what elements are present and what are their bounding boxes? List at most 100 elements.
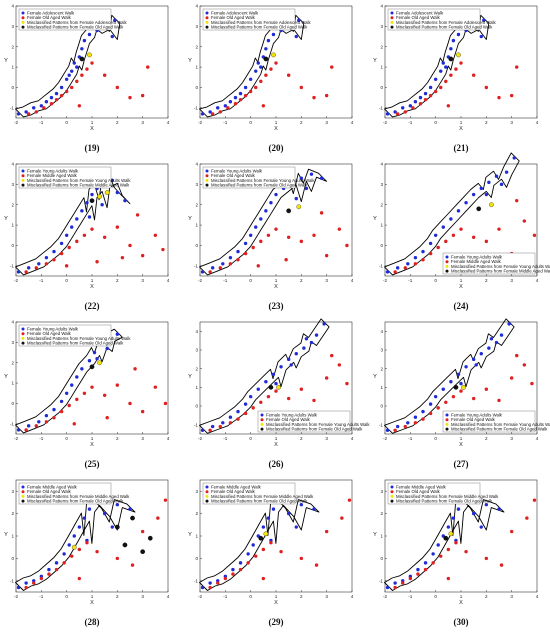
legend-marker xyxy=(205,178,209,182)
legend-marker xyxy=(260,418,264,422)
data-point xyxy=(251,406,255,410)
legend-marker xyxy=(21,178,25,182)
data-point xyxy=(471,396,476,401)
chart-panel: -2 -1 0 1 2 3 4 -1 0 1 2 3 4 X Y Female Young Adults Wa… xyxy=(188,318,370,469)
x-tick-label: 3 xyxy=(325,436,328,441)
panel-caption: (22) xyxy=(85,301,100,311)
x-tick-label: -1 xyxy=(223,278,228,283)
data-point xyxy=(294,196,298,201)
data-point xyxy=(264,47,268,51)
x-tick-label: -1 xyxy=(408,120,413,125)
data-point xyxy=(140,529,145,534)
data-point xyxy=(428,85,433,90)
decision-boundary xyxy=(15,14,121,118)
data-point xyxy=(515,65,519,69)
y-tick-label: 1 xyxy=(380,534,383,539)
x-tick-label: 0 xyxy=(249,120,252,125)
data-point xyxy=(59,241,64,246)
legend-marker xyxy=(21,327,25,331)
legend-label: Misclassified Patterns from Female Old A… xyxy=(451,427,548,432)
data-point xyxy=(271,52,276,58)
legend-label: Female Old Aged Walk xyxy=(266,417,311,422)
y-tick-label: 1 xyxy=(11,65,14,70)
data-point xyxy=(266,233,271,237)
data-point xyxy=(26,266,31,270)
x-tick-label: 3 xyxy=(325,278,328,283)
y-tick-label: 0 xyxy=(11,556,14,561)
x-tick-label: 0 xyxy=(249,436,252,441)
data-point xyxy=(297,18,301,22)
data-point xyxy=(269,67,273,71)
x-tick-label: 4 xyxy=(536,594,539,599)
data-point xyxy=(24,270,28,274)
data-point xyxy=(411,106,415,110)
x-tick-label: 2 xyxy=(485,594,488,599)
data-point xyxy=(261,576,266,581)
data-point xyxy=(421,409,425,414)
data-point xyxy=(393,428,397,432)
legend-marker xyxy=(445,413,449,417)
data-point xyxy=(484,502,489,507)
data-point xyxy=(256,264,260,268)
legend-marker xyxy=(21,11,25,15)
data-point xyxy=(87,32,92,37)
legend-label: Female Adolescent Walk xyxy=(211,10,259,15)
data-point xyxy=(114,524,120,530)
x-tick-label: 1 xyxy=(91,436,94,441)
data-point xyxy=(299,556,304,561)
legend-marker xyxy=(205,485,209,489)
data-point xyxy=(423,561,428,565)
legend-marker xyxy=(205,183,209,187)
data-point xyxy=(67,245,71,250)
data-point xyxy=(423,567,428,572)
data-point xyxy=(16,270,21,274)
data-point xyxy=(102,235,107,240)
data-point xyxy=(233,102,238,106)
data-point xyxy=(274,61,278,65)
data-point xyxy=(77,576,82,581)
data-point xyxy=(82,38,87,43)
x-axis-label: X xyxy=(90,126,94,132)
x-tick-label: -1 xyxy=(223,436,228,441)
data-point xyxy=(80,73,84,77)
data-point xyxy=(456,209,461,213)
data-point xyxy=(423,97,428,102)
y-axis-label: Y xyxy=(4,374,8,380)
data-point xyxy=(75,397,79,402)
legend-marker xyxy=(205,174,209,178)
y-tick-label: 1 xyxy=(11,381,14,386)
legend-marker xyxy=(205,490,209,494)
legend-box xyxy=(202,482,296,505)
legend-label: Female Middle Aged Walk xyxy=(396,484,447,489)
x-tick-label: 3 xyxy=(141,278,144,283)
y-tick-label: -1 xyxy=(194,105,199,110)
x-tick-label: 2 xyxy=(300,278,303,283)
data-point xyxy=(421,249,425,254)
data-point xyxy=(454,67,458,71)
y-tick-label: -1 xyxy=(10,105,15,110)
data-point xyxy=(236,249,240,254)
data-point xyxy=(530,381,534,386)
data-point xyxy=(312,507,316,511)
data-point xyxy=(115,85,120,90)
data-point xyxy=(200,112,205,116)
y-tick-label: 1 xyxy=(380,223,383,228)
data-point xyxy=(479,34,483,39)
data-point xyxy=(474,363,478,367)
y-tick-label: -1 xyxy=(379,105,384,110)
data-point xyxy=(456,32,461,37)
data-point xyxy=(428,251,433,256)
data-point xyxy=(497,398,501,403)
data-point xyxy=(259,239,263,244)
legend-marker xyxy=(21,169,25,173)
data-point xyxy=(395,266,400,270)
data-point xyxy=(274,227,278,231)
data-point xyxy=(347,498,352,502)
legend-marker xyxy=(205,494,209,498)
data-point xyxy=(47,572,51,576)
x-tick-label: -2 xyxy=(14,436,19,441)
x-tick-label: 0 xyxy=(65,120,68,125)
legend-box xyxy=(387,8,481,31)
x-tick-label: 4 xyxy=(536,120,539,125)
data-point xyxy=(401,106,405,110)
